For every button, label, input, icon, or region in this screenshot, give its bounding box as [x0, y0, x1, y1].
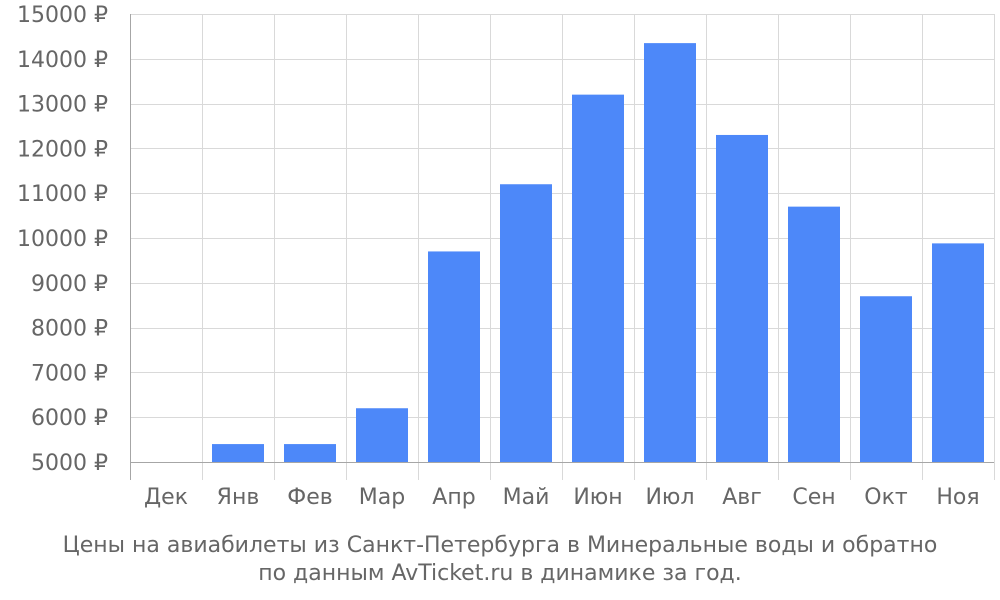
chart-caption: Цены на авиабилеты из Санкт-Петербурга в…: [0, 532, 1000, 588]
x-tick-label: Апр: [432, 485, 475, 510]
bar-chart: 5000 ₽ 6000 ₽ 7000 ₽ 8000 ₽ 9000 ₽ 10000 ₽ 110…: [17, 3, 995, 510]
y-tick-label: 8000 ₽: [31, 317, 108, 342]
axes: [130, 14, 994, 480]
x-tick-label: Янв: [217, 485, 260, 510]
bar-Янв: [212, 444, 264, 462]
y-tick-label: 5000 ₽: [31, 451, 108, 476]
y-tick-label: 14000 ₽: [17, 48, 108, 73]
bar-Июл: [644, 43, 696, 463]
bar-Окт: [860, 296, 912, 462]
bar-Сен: [788, 206, 840, 462]
bar-Мар: [356, 408, 408, 462]
y-tick-label: 15000 ₽: [17, 3, 108, 28]
caption-line-2: по данным AvTicket.ru в динамике за год.: [258, 561, 742, 586]
x-tick-label: Окт: [864, 485, 908, 510]
bar-Фев: [284, 444, 336, 462]
x-tick-label: Июн: [573, 485, 622, 510]
y-tick-labels: 5000 ₽ 6000 ₽ 7000 ₽ 8000 ₽ 9000 ₽ 10000 ₽ 110…: [17, 3, 108, 476]
x-tick-label: Фев: [287, 485, 332, 510]
y-tick-label: 6000 ₽: [31, 406, 108, 431]
y-tick-label: 9000 ₽: [31, 272, 108, 297]
y-tick-label: 11000 ₽: [17, 182, 108, 207]
caption-line-1: Цены на авиабилеты из Санкт-Петербурга в…: [62, 533, 938, 558]
bars: [212, 43, 984, 463]
y-tick-label: 7000 ₽: [31, 361, 108, 386]
bar-Май: [500, 184, 552, 463]
y-tick-label: 10000 ₽: [17, 227, 108, 252]
y-tick-label: 13000 ₽: [17, 93, 108, 118]
bar-Апр: [428, 251, 480, 462]
x-tick-label: Май: [503, 485, 550, 510]
x-tick-label: Дек: [144, 485, 188, 510]
x-tick-label: Июл: [645, 485, 694, 510]
x-tick-label: Авг: [722, 485, 762, 510]
y-tick-label: 12000 ₽: [17, 137, 108, 162]
bar-Ноя: [932, 243, 984, 462]
x-tick-label: Мар: [359, 485, 405, 510]
bar-Июн: [572, 94, 624, 462]
bar-Авг: [716, 134, 768, 462]
x-tick-label: Ноя: [936, 485, 979, 510]
x-tick-label: Сен: [792, 485, 835, 510]
grid-lines: [130, 14, 995, 480]
x-tick-labels: Дек Янв Фев Мар Апр Май Июн Июл Авг Сен Окт Ноя: [144, 485, 980, 510]
